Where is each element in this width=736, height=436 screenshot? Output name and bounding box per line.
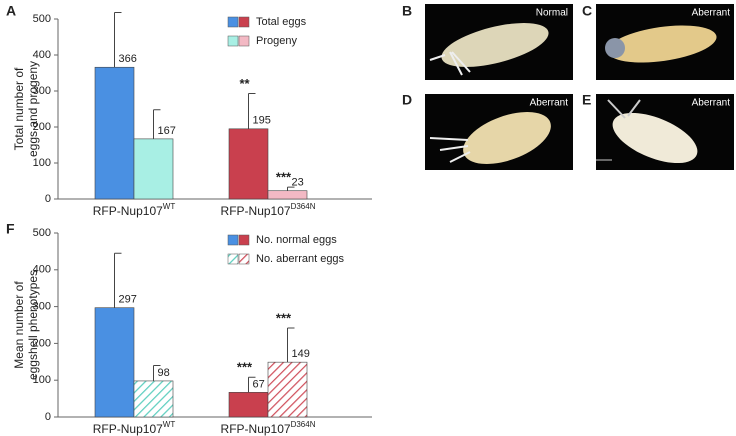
image-panel: B Normal — [402, 3, 573, 80]
appendage — [429, 51, 471, 76]
category-name: RFP-Nup107 — [221, 422, 291, 436]
category-superscript: WT — [163, 202, 176, 211]
legend-swatch — [238, 35, 250, 47]
y-tick-label: 0 — [45, 411, 51, 423]
panel-letter: F — [6, 221, 15, 237]
legend-swatch — [227, 253, 239, 265]
y-axis-label-line: Total number of — [12, 67, 26, 150]
legend-swatch — [238, 234, 250, 246]
error-bar — [114, 12, 122, 68]
legend-label: No. aberrant eggs — [256, 253, 345, 265]
image-panel: C Aberrant — [582, 3, 734, 80]
category-superscript: WT — [163, 420, 176, 429]
bar — [133, 138, 174, 200]
error-bar — [287, 327, 295, 363]
y-axis-label: Mean number ofeggshell phenotypes — [12, 270, 40, 380]
legend-swatch — [238, 253, 250, 265]
bar — [133, 380, 174, 418]
y-axis-label-line: eggshell phenotypes — [26, 270, 40, 380]
y-axis-label-line: eggs and progeny — [26, 61, 40, 157]
legend-swatch — [238, 16, 250, 28]
error-bar — [248, 376, 256, 393]
legend-label: Total eggs — [256, 16, 307, 28]
significance: *** — [276, 310, 292, 325]
bar — [228, 128, 269, 200]
egg — [612, 112, 698, 164]
bar — [228, 392, 269, 418]
image-label: Aberrant — [692, 8, 731, 19]
value-label: 23 — [292, 177, 304, 189]
y-axis-label-line: Mean number of — [12, 281, 26, 369]
appendage — [429, 137, 471, 163]
y-tick-label: 200 — [33, 121, 51, 133]
image-panel: D Aberrant — [402, 92, 573, 170]
y-tick-label: 400 — [33, 264, 51, 276]
value-label: 195 — [253, 115, 271, 127]
x-tick-label: RFP-Nup107WT — [93, 202, 176, 218]
panel-letter: E — [582, 92, 591, 108]
significance: *** — [237, 360, 253, 375]
image-label: Aberrant — [692, 98, 731, 109]
value-label: 149 — [292, 348, 310, 360]
value-label: 366 — [119, 53, 137, 65]
y-tick-label: 0 — [45, 193, 51, 205]
bar — [267, 361, 308, 418]
error-bar — [248, 93, 256, 129]
legend-swatch — [227, 234, 239, 246]
image-label: Normal — [536, 8, 568, 19]
panel-letter: D — [402, 92, 412, 108]
x-tick-label: RFP-Nup107WT — [93, 420, 176, 436]
legend-label: Progeny — [256, 35, 297, 47]
y-tick-label: 200 — [33, 337, 51, 349]
appendage — [607, 99, 641, 119]
error-bar — [153, 364, 161, 381]
category-superscript: D364N — [291, 420, 316, 429]
y-tick-label: 500 — [33, 227, 51, 239]
category-name: RFP-Nup107 — [93, 204, 163, 218]
egg-tip — [605, 38, 625, 58]
value-label: 98 — [158, 367, 170, 379]
y-tick-label: 400 — [33, 49, 51, 61]
legend-swatch — [227, 35, 239, 47]
y-tick-label: 500 — [33, 13, 51, 25]
x-tick-label: RFP-Nup107D364N — [221, 420, 316, 436]
category-name: RFP-Nup107 — [221, 204, 291, 218]
value-label: 297 — [119, 294, 137, 306]
y-tick-label: 300 — [33, 85, 51, 97]
bar — [94, 66, 135, 200]
value-label: 167 — [158, 125, 176, 137]
image-panel: E Aberrant — [582, 92, 734, 170]
legend-swatch — [227, 16, 239, 28]
x-tick-label: RFP-Nup107D364N — [221, 202, 316, 218]
bar — [94, 307, 135, 418]
image-label: Aberrant — [530, 98, 569, 109]
egg — [463, 112, 551, 164]
significance: ** — [239, 76, 250, 91]
y-tick-label: 100 — [33, 374, 51, 386]
significance: *** — [276, 170, 292, 185]
panel-letter: B — [402, 3, 412, 19]
panel-letter: C — [582, 3, 592, 19]
egg — [441, 23, 549, 67]
panel-letter: A — [6, 3, 16, 19]
legend-label: No. normal eggs — [256, 234, 337, 246]
y-tick-label: 300 — [33, 301, 51, 313]
category-superscript: D364N — [291, 202, 316, 211]
egg — [607, 25, 717, 63]
error-bar — [287, 186, 295, 191]
bar — [267, 190, 308, 200]
category-name: RFP-Nup107 — [93, 422, 163, 436]
value-label: 67 — [253, 378, 265, 390]
y-axis-label: Total number ofeggs and progeny — [12, 61, 40, 157]
y-tick-label: 100 — [33, 157, 51, 169]
error-bar — [153, 109, 161, 139]
error-bar — [114, 252, 122, 308]
